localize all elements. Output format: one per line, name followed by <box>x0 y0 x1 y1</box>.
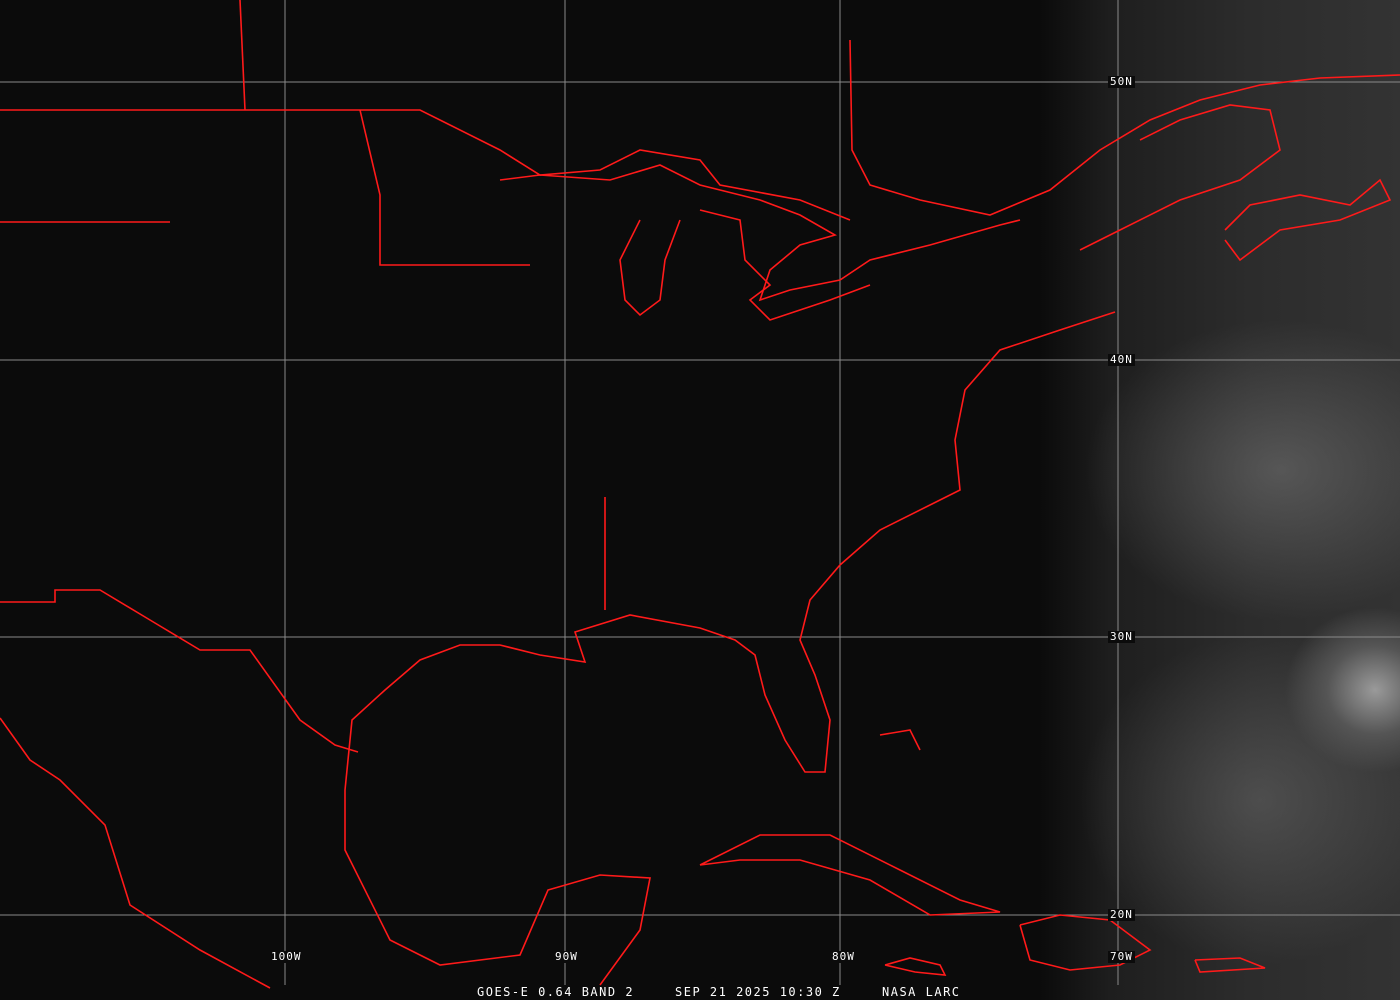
lat-label-50n: 50N <box>1108 75 1135 88</box>
lat-label-20n: 20N <box>1108 908 1135 921</box>
mexico-west-coast <box>0 717 271 989</box>
lon-label-100w: 100W <box>269 950 304 963</box>
lat-label-40n: 40N <box>1108 353 1135 366</box>
bahamas <box>879 729 921 751</box>
us-canada-border <box>0 109 851 221</box>
puerto-rico <box>1194 957 1266 973</box>
maritimes <box>1079 104 1281 251</box>
timestamp: SEP 21 2025 10:30 Z <box>675 985 841 999</box>
texas-mexico-border <box>0 589 359 753</box>
newfoundland <box>1224 178 1392 262</box>
cuba <box>699 834 1001 916</box>
hudson-bay-islands <box>239 0 246 111</box>
jamaica <box>884 957 947 976</box>
us-east-coast <box>344 311 1116 986</box>
lon-label-90w: 90W <box>553 950 580 963</box>
lake-michigan <box>619 219 681 317</box>
hispaniola <box>1019 914 1152 971</box>
canada-coast <box>849 39 1400 216</box>
great-lakes <box>499 164 1021 302</box>
credit: NASA LARC <box>882 985 961 999</box>
lake-huron-erie <box>699 209 871 321</box>
lon-label-70w: 70W <box>1108 950 1135 963</box>
satellite-band: GOES-E 0.64 BAND 2 <box>477 985 635 999</box>
lat-label-30n: 30N <box>1108 630 1135 643</box>
image-caption: GOES-E 0.64 BAND 2 SEP 21 2025 10:30 Z N… <box>0 985 1400 1000</box>
state-borders-central <box>359 109 530 266</box>
lon-label-80w: 80W <box>830 950 857 963</box>
